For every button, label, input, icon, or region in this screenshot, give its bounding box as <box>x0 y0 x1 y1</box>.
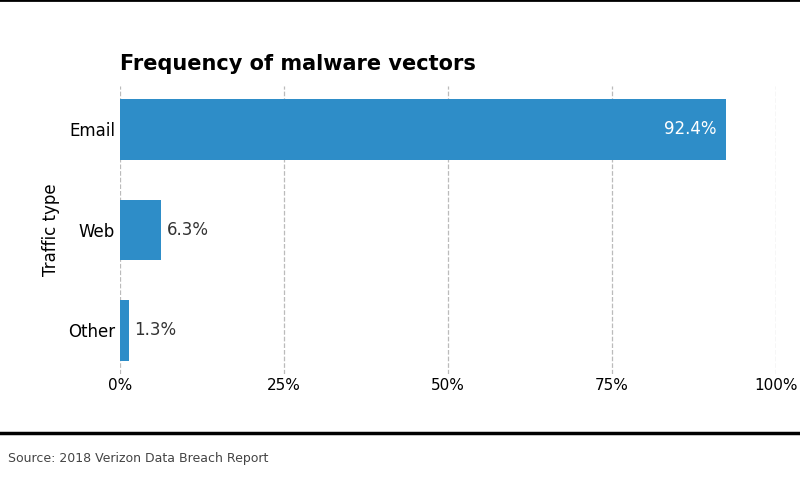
Bar <box>120 200 162 260</box>
Bar <box>120 99 726 160</box>
Text: Source: 2018 Verizon Data Breach Report: Source: 2018 Verizon Data Breach Report <box>8 452 268 465</box>
Text: 6.3%: 6.3% <box>166 221 209 239</box>
Text: Frequency of malware vectors: Frequency of malware vectors <box>120 54 476 74</box>
Text: 92.4%: 92.4% <box>664 120 716 138</box>
Text: 1.3%: 1.3% <box>134 321 176 340</box>
Bar <box>120 300 129 361</box>
Y-axis label: Traffic type: Traffic type <box>42 183 60 276</box>
